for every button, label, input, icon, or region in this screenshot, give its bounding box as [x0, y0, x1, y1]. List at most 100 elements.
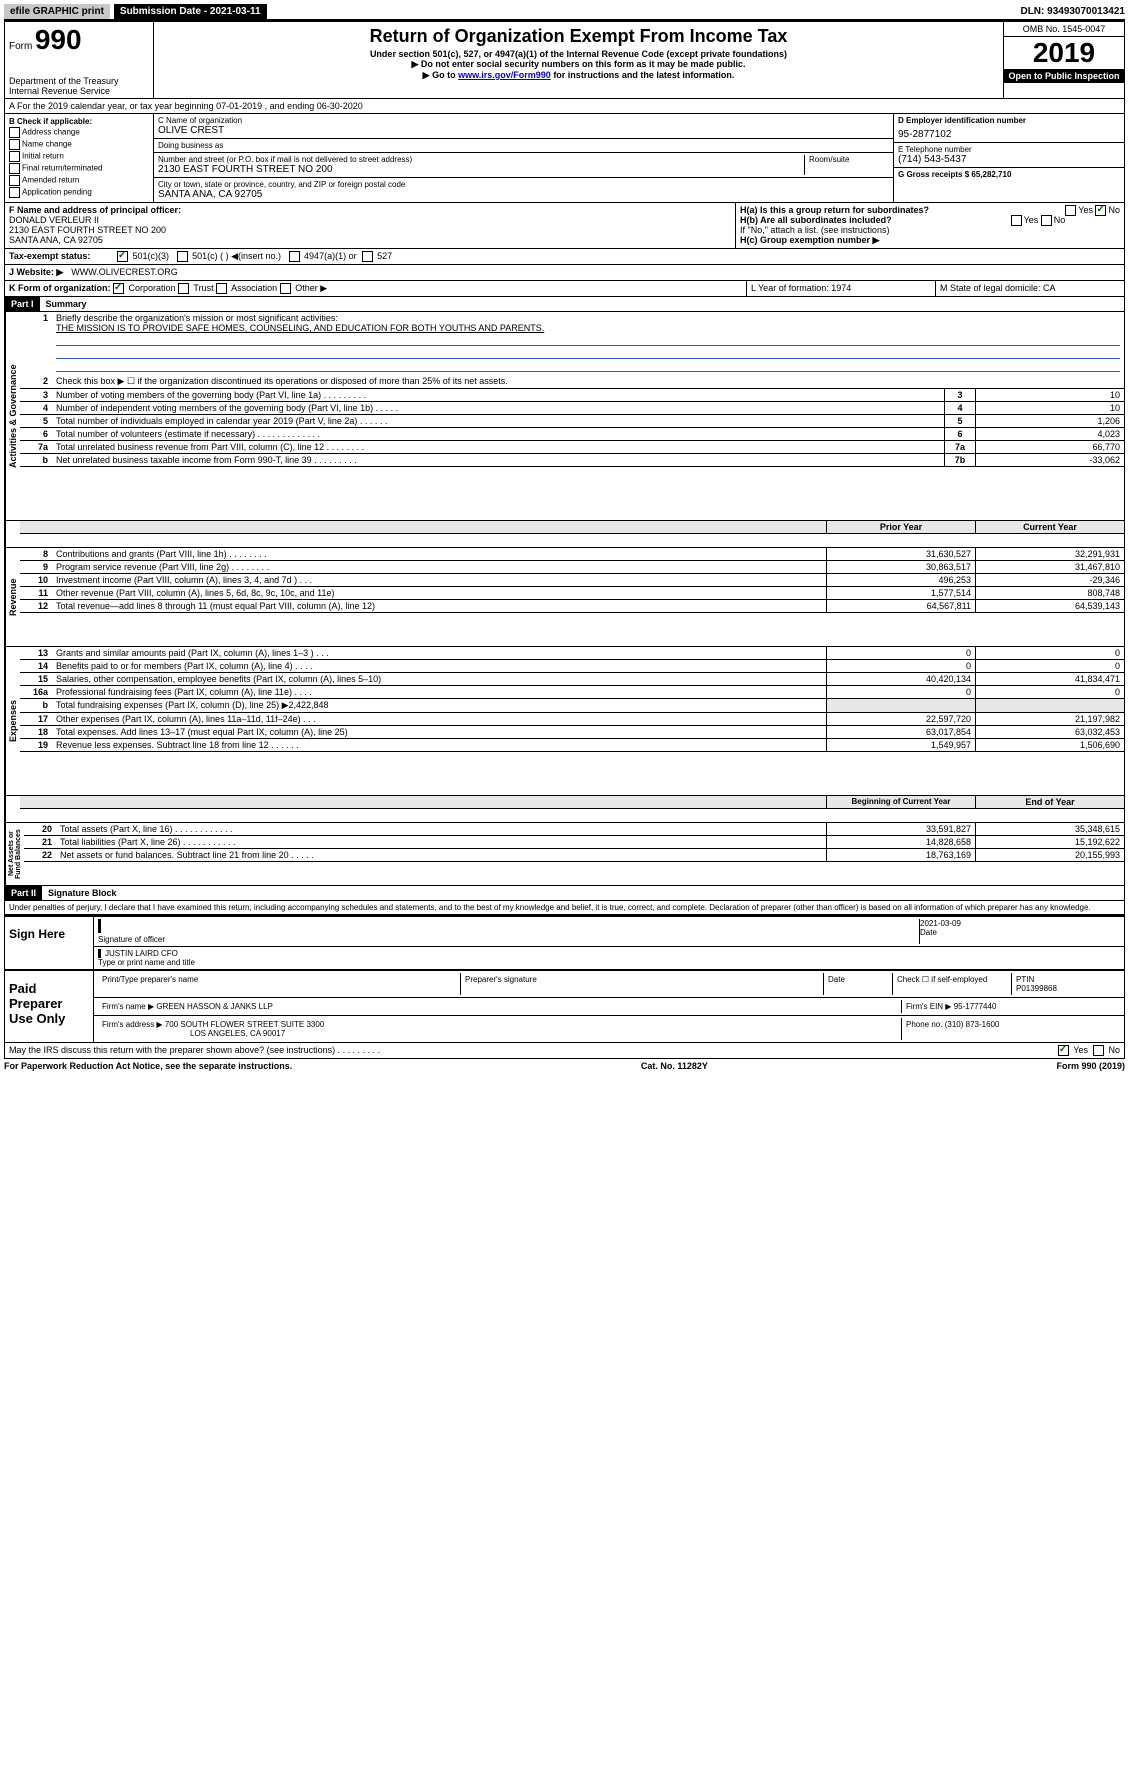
- prep-phone: (310) 873-1600: [945, 1020, 1000, 1029]
- sign-here-block: Sign Here Signature of officer 2021-03-0…: [4, 915, 1125, 970]
- subtitle3b: for instructions and the latest informat…: [553, 70, 734, 80]
- cb-527[interactable]: [362, 251, 373, 262]
- summary-line: 5Total number of individuals employed in…: [20, 415, 1124, 428]
- cb-other[interactable]: [280, 283, 291, 294]
- tax-exempt-row: Tax-exempt status: 501(c)(3) 501(c) ( ) …: [4, 249, 1125, 265]
- prep-date-header: Date: [824, 973, 893, 995]
- cb-4947[interactable]: [289, 251, 300, 262]
- firm-addr1: 700 SOUTH FLOWER STREET SUITE 3300: [165, 1020, 324, 1029]
- summary-line: 10Investment income (Part VIII, column (…: [20, 574, 1124, 587]
- firm-name: GREEN HASSON & JANKS LLP: [156, 1002, 272, 1011]
- ha-yes[interactable]: [1065, 205, 1076, 216]
- cb-trust[interactable]: [178, 283, 189, 294]
- k-label: K Form of organization:: [9, 283, 111, 293]
- summary-line: 17Other expenses (Part IX, column (A), l…: [20, 713, 1124, 726]
- hb-yes[interactable]: [1011, 215, 1022, 226]
- mission: THE MISSION IS TO PROVIDE SAFE HOMES, CO…: [56, 323, 1120, 333]
- cb-assoc[interactable]: [216, 283, 227, 294]
- part2-title: Signature Block: [42, 886, 123, 900]
- prep-phone-label: Phone no.: [906, 1020, 942, 1029]
- omb: OMB No. 1545-0047: [1004, 22, 1124, 37]
- identity-section: B Check if applicable: Address change Na…: [4, 114, 1125, 203]
- hb-no[interactable]: [1041, 215, 1052, 226]
- tax-year: 2019: [1004, 37, 1124, 69]
- website-value: WWW.OLIVECREST.ORG: [67, 265, 182, 280]
- printed-name-label: Type or print name and title: [98, 958, 1120, 967]
- summary-line: 22Net assets or fund balances. Subtract …: [24, 849, 1124, 862]
- subtitle3a: ▶ Go to: [423, 70, 458, 80]
- footer-left: For Paperwork Reduction Act Notice, see …: [4, 1061, 292, 1071]
- phone-value: (714) 543-5437: [898, 154, 1120, 165]
- form-number: 990: [35, 24, 82, 55]
- cb-address-change[interactable]: [9, 127, 20, 138]
- cb-501c[interactable]: [177, 251, 188, 262]
- netassets-grid: Net Assets or Fund Balances 20Total asse…: [4, 823, 1125, 886]
- discuss-yes[interactable]: [1058, 1045, 1069, 1056]
- ptin-header: PTIN: [1016, 975, 1116, 984]
- discuss-row: May the IRS discuss this return with the…: [4, 1043, 1125, 1059]
- period-text: A For the 2019 calendar year, or tax yea…: [9, 101, 363, 111]
- ha-no[interactable]: [1095, 205, 1106, 216]
- period-row: A For the 2019 calendar year, or tax yea…: [4, 99, 1125, 114]
- sig-date-label: Date: [920, 928, 1120, 937]
- page-footer: For Paperwork Reduction Act Notice, see …: [4, 1059, 1125, 1073]
- firm-addr-label: Firm's address ▶: [102, 1020, 163, 1029]
- phone-label: E Telephone number: [898, 145, 1120, 154]
- current-year-header: Current Year: [975, 521, 1124, 533]
- website-row: J Website: ▶ WWW.OLIVECREST.ORG: [4, 265, 1125, 281]
- expenses-grid: Expenses 13Grants and similar amounts pa…: [4, 647, 1125, 796]
- prep-name-header: Print/Type preparer's name: [98, 973, 461, 995]
- summary-line: 18Total expenses. Add lines 13–17 (must …: [20, 726, 1124, 739]
- firm-addr2: LOS ANGELES, CA 90017: [190, 1029, 897, 1038]
- revenue-grid: Revenue 8Contributions and grants (Part …: [4, 548, 1125, 647]
- prior-year-header: Prior Year: [826, 521, 975, 533]
- firm-ein: 95-1777440: [954, 1002, 997, 1011]
- summary-line: 9Program service revenue (Part VIII, lin…: [20, 561, 1124, 574]
- efile-label: efile GRAPHIC print: [4, 4, 110, 19]
- summary-line: 16aProfessional fundraising fees (Part I…: [20, 686, 1124, 699]
- ein-label: D Employer identification number: [898, 116, 1120, 125]
- form-prefix: Form: [9, 41, 32, 52]
- box-b-header: B Check if applicable:: [9, 117, 149, 126]
- summary-line: 20Total assets (Part X, line 16) . . . .…: [24, 823, 1124, 836]
- dln: DLN: 93493070013421: [1020, 6, 1125, 17]
- footer-mid: Cat. No. 11282Y: [641, 1061, 708, 1071]
- hb-note: If "No," attach a list. (see instruction…: [740, 225, 1120, 235]
- revenue-header: . Prior Year Current Year: [4, 521, 1125, 548]
- eoy-header: End of Year: [975, 796, 1124, 808]
- summary-line: 2Check this box ▶ ☐ if the organization …: [20, 375, 1124, 389]
- officer-group-section: F Name and address of principal officer:…: [4, 203, 1125, 249]
- room-label: Room/suite: [809, 155, 889, 164]
- hc-label: H(c) Group exemption number ▶: [740, 235, 1120, 246]
- summary-line: 6Total number of volunteers (estimate if…: [20, 428, 1124, 441]
- part1-header-row: Part I Summary: [4, 297, 1125, 312]
- footer-right: Form 990 (2019): [1056, 1061, 1125, 1071]
- boy-header: Beginning of Current Year: [826, 796, 975, 808]
- cb-application-pending[interactable]: [9, 187, 20, 198]
- part1-header: Part I: [5, 297, 40, 311]
- dept2: Internal Revenue Service: [9, 86, 149, 96]
- summary-line: bTotal fundraising expenses (Part IX, co…: [20, 699, 1124, 713]
- sign-here-label: Sign Here: [5, 917, 94, 969]
- sig-officer-label: Signature of officer: [98, 935, 919, 944]
- revenue-label: Revenue: [5, 548, 20, 646]
- prep-sig-header: Preparer's signature: [461, 973, 824, 995]
- cb-amended[interactable]: [9, 175, 20, 186]
- subtitle1: Under section 501(c), 527, or 4947(a)(1)…: [158, 49, 999, 59]
- cb-final-return[interactable]: [9, 163, 20, 174]
- city: SANTA ANA, CA 92705: [158, 189, 889, 200]
- l-label: L Year of formation: 1974: [746, 281, 935, 296]
- cb-name-change[interactable]: [9, 139, 20, 150]
- discuss-no[interactable]: [1093, 1045, 1104, 1056]
- cb-501c3[interactable]: [117, 251, 128, 262]
- governance-label: Activities & Governance: [5, 312, 20, 520]
- summary-line: 8Contributions and grants (Part VIII, li…: [20, 548, 1124, 561]
- summary-line: 11Other revenue (Part VIII, column (A), …: [20, 587, 1124, 600]
- governance-grid: Activities & Governance 1 Briefly descri…: [4, 312, 1125, 521]
- dba-label: Doing business as: [158, 141, 889, 150]
- cb-corp[interactable]: [113, 283, 124, 294]
- cb-initial-return[interactable]: [9, 151, 20, 162]
- irs-link[interactable]: www.irs.gov/Form990: [458, 70, 551, 80]
- org-name-label: C Name of organization: [158, 116, 889, 125]
- summary-line: 13Grants and similar amounts paid (Part …: [20, 647, 1124, 660]
